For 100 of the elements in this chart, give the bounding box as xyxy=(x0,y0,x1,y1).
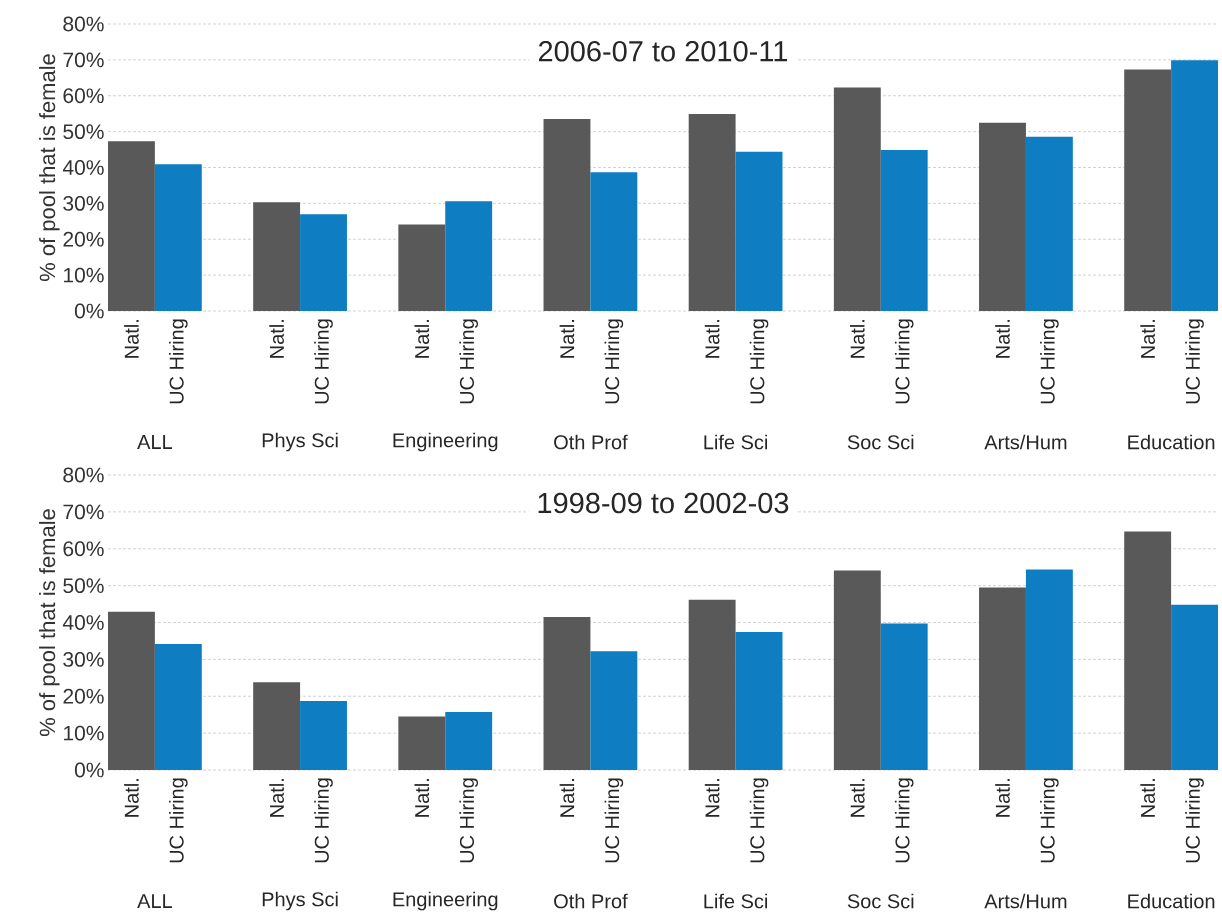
text: UC Hiring xyxy=(169,319,188,404)
bar xyxy=(833,570,881,771)
x-tick-label: ALL xyxy=(137,894,173,909)
bar xyxy=(1171,60,1218,312)
y-tick-label: 60% xyxy=(63,88,104,104)
x-tick-label: Life Sci xyxy=(704,893,768,909)
bar xyxy=(688,599,736,771)
x-tick-label: ALL xyxy=(137,435,173,450)
text: UC Hiring xyxy=(459,778,479,863)
x-tick-label: Oth Prof xyxy=(554,893,628,909)
text: UC Hiring xyxy=(749,319,769,404)
bar xyxy=(300,701,347,771)
bar xyxy=(445,201,493,312)
x-tick-label: Education xyxy=(1128,434,1215,450)
bar xyxy=(590,172,638,312)
bar xyxy=(1171,604,1218,771)
text: UC Hiring xyxy=(604,778,624,863)
bar xyxy=(979,587,1026,771)
text: Natl. xyxy=(124,779,139,817)
bar xyxy=(833,87,881,312)
text: Natl. xyxy=(995,320,1010,358)
y-tick-label: 60% xyxy=(63,541,104,557)
bar xyxy=(108,141,155,312)
text: UC Hiring xyxy=(314,778,333,863)
text: Natl. xyxy=(1140,779,1155,817)
bar xyxy=(1025,569,1073,771)
x-tick-label: Arts/Hum xyxy=(984,434,1067,450)
bar xyxy=(880,150,928,312)
bar xyxy=(590,651,638,771)
x-tick-label: Education xyxy=(1128,893,1215,909)
x-tick-label: Soc Sci xyxy=(847,434,914,450)
x-tick-label: Arts/Hum xyxy=(984,893,1067,909)
text: UC Hiring xyxy=(894,319,914,404)
bar xyxy=(253,682,301,771)
text: UC Hiring xyxy=(604,319,624,404)
y-tick-label: 0% xyxy=(74,303,104,319)
text: UC Hiring xyxy=(1185,778,1204,863)
bar xyxy=(543,617,591,771)
bar xyxy=(253,202,301,312)
bar xyxy=(445,712,493,771)
x-tick-label: Engineering xyxy=(393,432,498,452)
text: Natl. xyxy=(269,779,284,817)
y-tick-label: 80% xyxy=(63,467,104,483)
bar xyxy=(735,632,783,771)
x-tick-label: Phys Sci xyxy=(262,432,338,452)
y-tick-label: 40% xyxy=(62,160,104,176)
text: UC Hiring xyxy=(169,778,188,863)
bar xyxy=(154,644,202,771)
y-tick-label: 70% xyxy=(63,52,104,68)
text: Natl. xyxy=(995,779,1010,817)
bar xyxy=(1124,531,1172,771)
chart-title: 1998-09 to 2002-03 xyxy=(538,492,789,514)
y-axis-title: % of pool that is female xyxy=(39,509,60,737)
y-tick-label: 40% xyxy=(62,615,104,631)
y-tick-label: 20% xyxy=(63,231,104,247)
text: Natl. xyxy=(849,779,865,817)
text: Natl. xyxy=(414,320,430,358)
y-tick-label: 20% xyxy=(63,688,104,704)
y-tick-label: 30% xyxy=(63,652,104,667)
text: UC Hiring xyxy=(894,778,914,863)
x-tick-label: Life Sci xyxy=(704,434,768,450)
bar xyxy=(398,224,446,312)
bar xyxy=(688,114,736,312)
x-tick-label: Oth Prof xyxy=(554,434,628,450)
y-tick-label: 50% xyxy=(63,124,104,140)
text: UC Hiring xyxy=(314,319,333,404)
y-tick-label: 30% xyxy=(63,196,104,211)
text: Natl. xyxy=(704,320,720,358)
text: Natl. xyxy=(414,779,430,817)
text: Natl. xyxy=(704,779,720,817)
y-axis-title: % of pool that is female xyxy=(39,54,60,282)
text: UC Hiring xyxy=(1040,319,1059,404)
x-tick-label: Phys Sci xyxy=(262,891,338,911)
text: UC Hiring xyxy=(749,778,769,863)
text: Natl. xyxy=(559,779,575,817)
x-tick-label: Soc Sci xyxy=(847,893,914,909)
y-tick-label: 70% xyxy=(63,504,104,520)
bar xyxy=(735,151,783,312)
bar xyxy=(398,716,446,771)
text: Natl. xyxy=(1140,320,1155,358)
bar xyxy=(880,623,928,771)
bar xyxy=(1124,69,1172,312)
y-tick-label: 80% xyxy=(63,16,104,32)
bar xyxy=(543,119,591,312)
x-tick-label: Engineering xyxy=(393,891,498,911)
text: UC Hiring xyxy=(459,319,479,404)
bar xyxy=(154,164,202,312)
text: Natl. xyxy=(849,320,865,358)
text: UC Hiring xyxy=(1040,778,1059,863)
text: Natl. xyxy=(269,320,284,358)
y-tick-label: 10% xyxy=(64,267,104,283)
y-tick-label: 50% xyxy=(63,578,104,594)
text: Natl. xyxy=(559,320,575,358)
text: Natl. xyxy=(124,320,139,358)
y-tick-label: 0% xyxy=(74,762,104,778)
bar xyxy=(1025,136,1073,312)
y-tick-label: 10% xyxy=(64,725,104,741)
bar xyxy=(108,611,155,771)
chart-title: 2006-07 to 2010-11 xyxy=(538,41,788,62)
bar xyxy=(300,214,347,312)
